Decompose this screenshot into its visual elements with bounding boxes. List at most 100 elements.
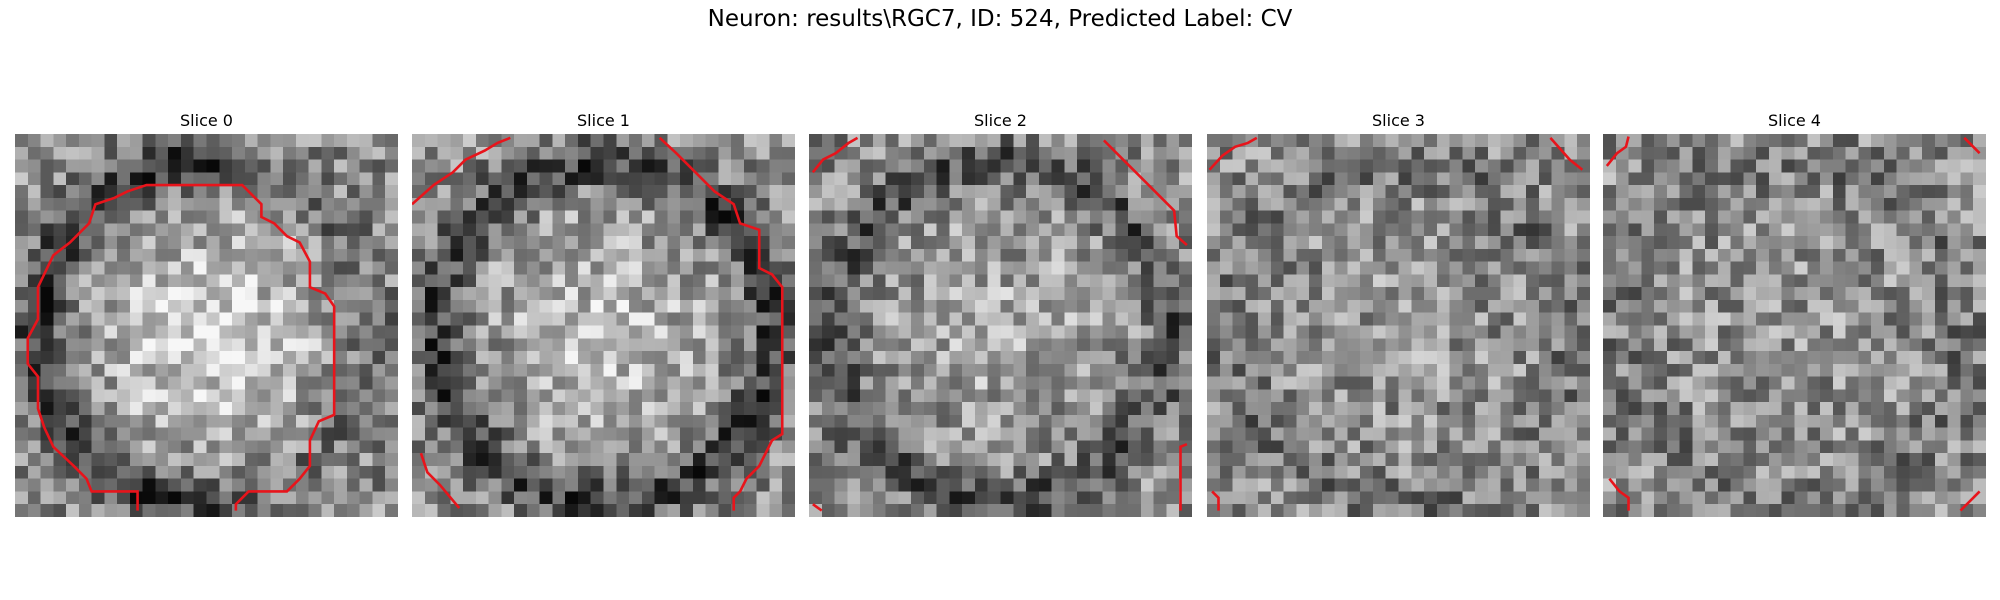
pixel bbox=[1526, 440, 1540, 454]
pixel bbox=[321, 402, 335, 416]
pixel bbox=[1654, 185, 1668, 199]
pixel bbox=[1207, 185, 1221, 199]
pixel bbox=[1309, 172, 1323, 186]
pixel bbox=[885, 210, 899, 224]
pixel bbox=[1871, 159, 1885, 173]
pixel bbox=[1270, 172, 1284, 186]
pixel bbox=[1140, 338, 1154, 352]
pixel bbox=[1909, 185, 1923, 199]
pixel bbox=[756, 134, 770, 148]
pixel bbox=[1832, 159, 1846, 173]
pixel bbox=[1000, 185, 1014, 199]
pixel bbox=[1398, 172, 1412, 186]
pixel bbox=[1551, 236, 1565, 250]
pixel bbox=[424, 389, 438, 403]
pixel bbox=[1781, 312, 1795, 326]
pixel bbox=[1000, 146, 1014, 160]
contour bbox=[412, 138, 510, 204]
pixel bbox=[860, 299, 874, 313]
pixel bbox=[987, 325, 1001, 339]
pixel bbox=[334, 172, 348, 186]
pixel bbox=[1551, 491, 1565, 505]
pixel bbox=[1077, 159, 1091, 173]
pixel bbox=[232, 223, 246, 237]
pixel bbox=[1232, 478, 1246, 492]
pixel bbox=[1000, 287, 1014, 301]
pixel bbox=[667, 287, 681, 301]
pixel bbox=[1487, 223, 1501, 237]
pixel bbox=[629, 146, 643, 160]
pixel bbox=[1038, 134, 1052, 148]
pixel bbox=[1232, 414, 1246, 428]
pixel bbox=[1258, 363, 1272, 377]
pixel bbox=[1666, 338, 1680, 352]
contour bbox=[1550, 138, 1582, 170]
pixel bbox=[40, 134, 54, 148]
pixel bbox=[1858, 325, 1872, 339]
pixel bbox=[1577, 274, 1590, 288]
pixel bbox=[1398, 389, 1412, 403]
pixel bbox=[1487, 427, 1501, 441]
pixel bbox=[1692, 299, 1706, 313]
pixel bbox=[1424, 363, 1438, 377]
pixel bbox=[1666, 478, 1680, 492]
pixel bbox=[1615, 146, 1629, 160]
pixel bbox=[168, 299, 182, 313]
pixel bbox=[27, 159, 41, 173]
pixel bbox=[488, 197, 502, 211]
pixel bbox=[463, 440, 477, 454]
pixel bbox=[718, 389, 732, 403]
pixel bbox=[1526, 325, 1540, 339]
pixel bbox=[974, 465, 988, 479]
pixel bbox=[295, 185, 309, 199]
pixel bbox=[1628, 197, 1642, 211]
pixel bbox=[1258, 389, 1272, 403]
pixel bbox=[1207, 402, 1221, 416]
pixel bbox=[552, 325, 566, 339]
pixel bbox=[898, 223, 912, 237]
pixel bbox=[155, 248, 169, 262]
pixel bbox=[1449, 146, 1463, 160]
pixel bbox=[565, 299, 579, 313]
pixel bbox=[15, 210, 29, 224]
pixel bbox=[616, 274, 630, 288]
pixel bbox=[1089, 402, 1103, 416]
pixel bbox=[1258, 134, 1272, 148]
pixel bbox=[257, 312, 271, 326]
pixel bbox=[680, 146, 694, 160]
pixel bbox=[1411, 185, 1425, 199]
pixel bbox=[756, 172, 770, 186]
pixel bbox=[1934, 465, 1948, 479]
pixel bbox=[372, 491, 386, 505]
pixel bbox=[244, 236, 258, 250]
pixel bbox=[501, 248, 515, 262]
pixel bbox=[590, 223, 604, 237]
pixel bbox=[1692, 261, 1706, 275]
pixel bbox=[359, 376, 373, 390]
pixel bbox=[1934, 338, 1948, 352]
pixel bbox=[847, 236, 861, 250]
pixel bbox=[809, 440, 823, 454]
pixel bbox=[539, 414, 553, 428]
pixel bbox=[1896, 491, 1910, 505]
pixel bbox=[885, 427, 899, 441]
pixel bbox=[974, 159, 988, 173]
pixel bbox=[667, 440, 681, 454]
pixel bbox=[1026, 402, 1040, 416]
pixel bbox=[1051, 389, 1065, 403]
pixel bbox=[860, 491, 874, 505]
slice-image bbox=[1603, 134, 1986, 517]
pixel bbox=[91, 185, 105, 199]
pixel bbox=[1538, 197, 1552, 211]
pixel bbox=[1858, 389, 1872, 403]
pixel bbox=[923, 389, 937, 403]
pixel bbox=[1000, 389, 1014, 403]
pixel bbox=[1922, 363, 1936, 377]
pixel bbox=[847, 478, 861, 492]
pixel bbox=[565, 376, 579, 390]
pixel bbox=[641, 453, 655, 467]
pixel bbox=[1628, 363, 1642, 377]
pixel bbox=[692, 376, 706, 390]
pixel bbox=[936, 402, 950, 416]
